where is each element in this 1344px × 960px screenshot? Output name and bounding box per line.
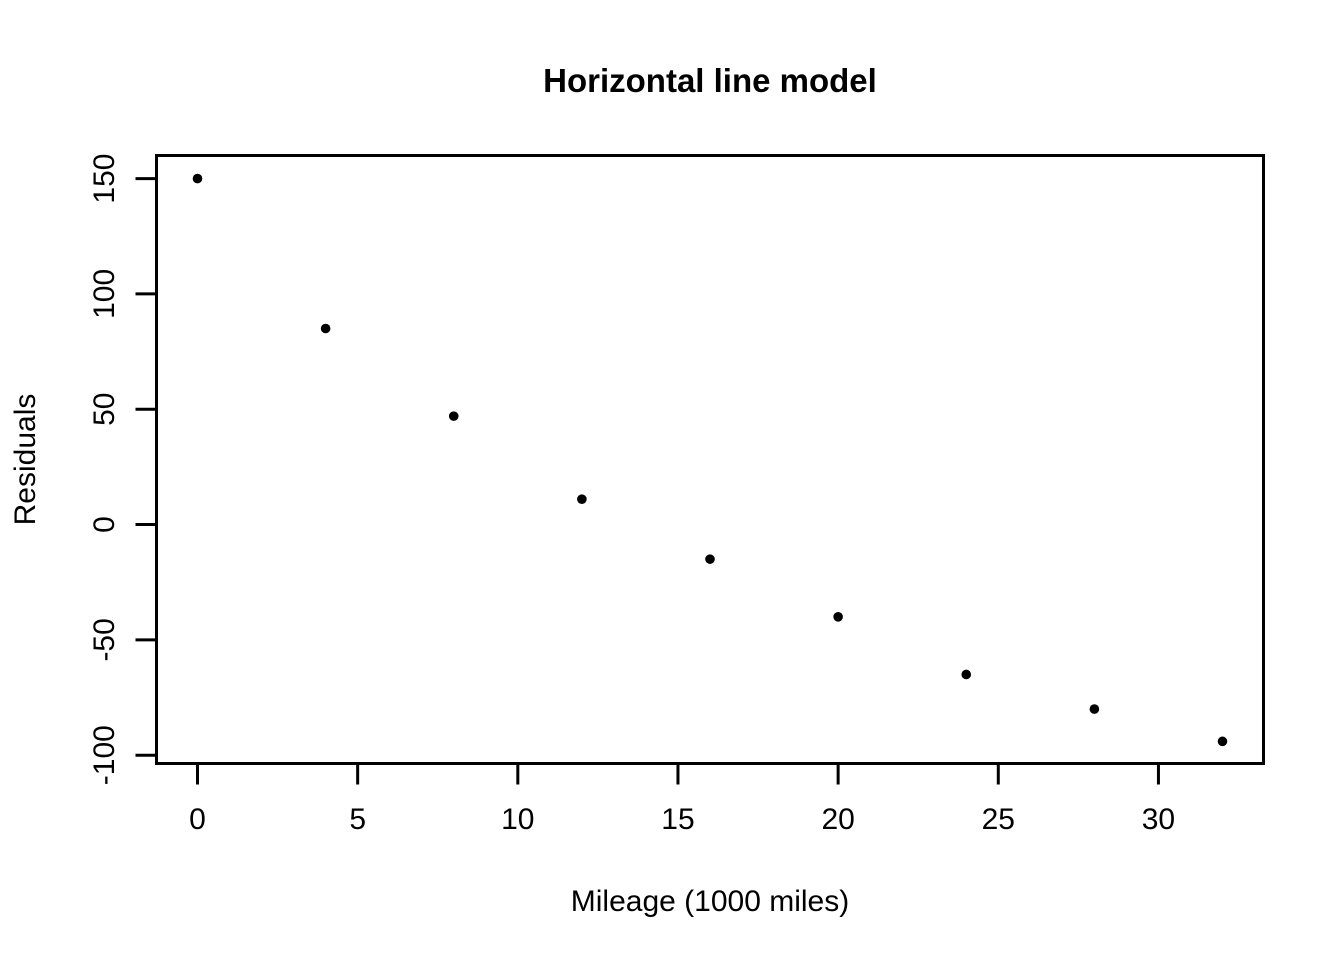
y-tick-label: 150 — [88, 154, 121, 204]
x-tick-label: 10 — [501, 803, 534, 836]
data-point — [448, 411, 459, 421]
y-tick-label: -50 — [88, 618, 121, 661]
data-point — [1089, 704, 1100, 714]
plot-frame — [155, 154, 1265, 765]
x-tick-label: 30 — [1142, 803, 1175, 836]
data-point — [833, 612, 843, 622]
x-tick-label: 20 — [821, 803, 854, 836]
y-tick-label: 50 — [88, 393, 121, 426]
data-point — [705, 554, 715, 564]
data-point — [320, 323, 331, 334]
data-point — [577, 494, 587, 504]
data-point — [961, 669, 972, 680]
data-point — [192, 173, 203, 184]
x-axis-title: Mileage (1000 miles) — [571, 885, 849, 918]
x-tick-label: 5 — [349, 803, 366, 836]
plot-dynamic-layer: 0 5 10 15 20 25 30 -100 -50 0 50 100 150 — [88, 154, 1228, 836]
y-tick-label: -100 — [88, 725, 121, 785]
y-axis-title: Residuals — [9, 394, 42, 526]
data-point — [1217, 736, 1228, 747]
x-tick-label: 15 — [661, 803, 694, 836]
x-tick-label: 25 — [982, 803, 1015, 836]
chart-title: Horizontal line model — [543, 62, 877, 99]
x-tick-label: 0 — [189, 803, 206, 836]
y-tick-label: 0 — [88, 516, 121, 533]
y-tick-label: 100 — [88, 269, 121, 319]
